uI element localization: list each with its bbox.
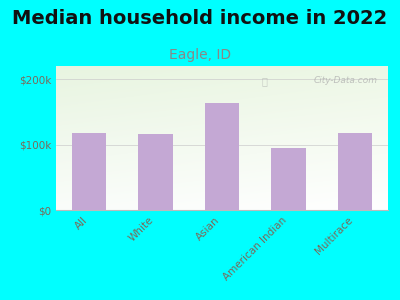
Bar: [138, 134, 173, 210]
Bar: [338, 134, 372, 210]
Text: ⓘ: ⓘ: [262, 76, 268, 86]
Bar: [271, 148, 306, 210]
Text: Eagle, ID: Eagle, ID: [169, 48, 231, 62]
Text: City-Data.com: City-Data.com: [314, 76, 378, 85]
Bar: [72, 133, 106, 210]
Text: Median household income in 2022: Median household income in 2022: [12, 9, 388, 28]
Bar: [205, 103, 239, 210]
